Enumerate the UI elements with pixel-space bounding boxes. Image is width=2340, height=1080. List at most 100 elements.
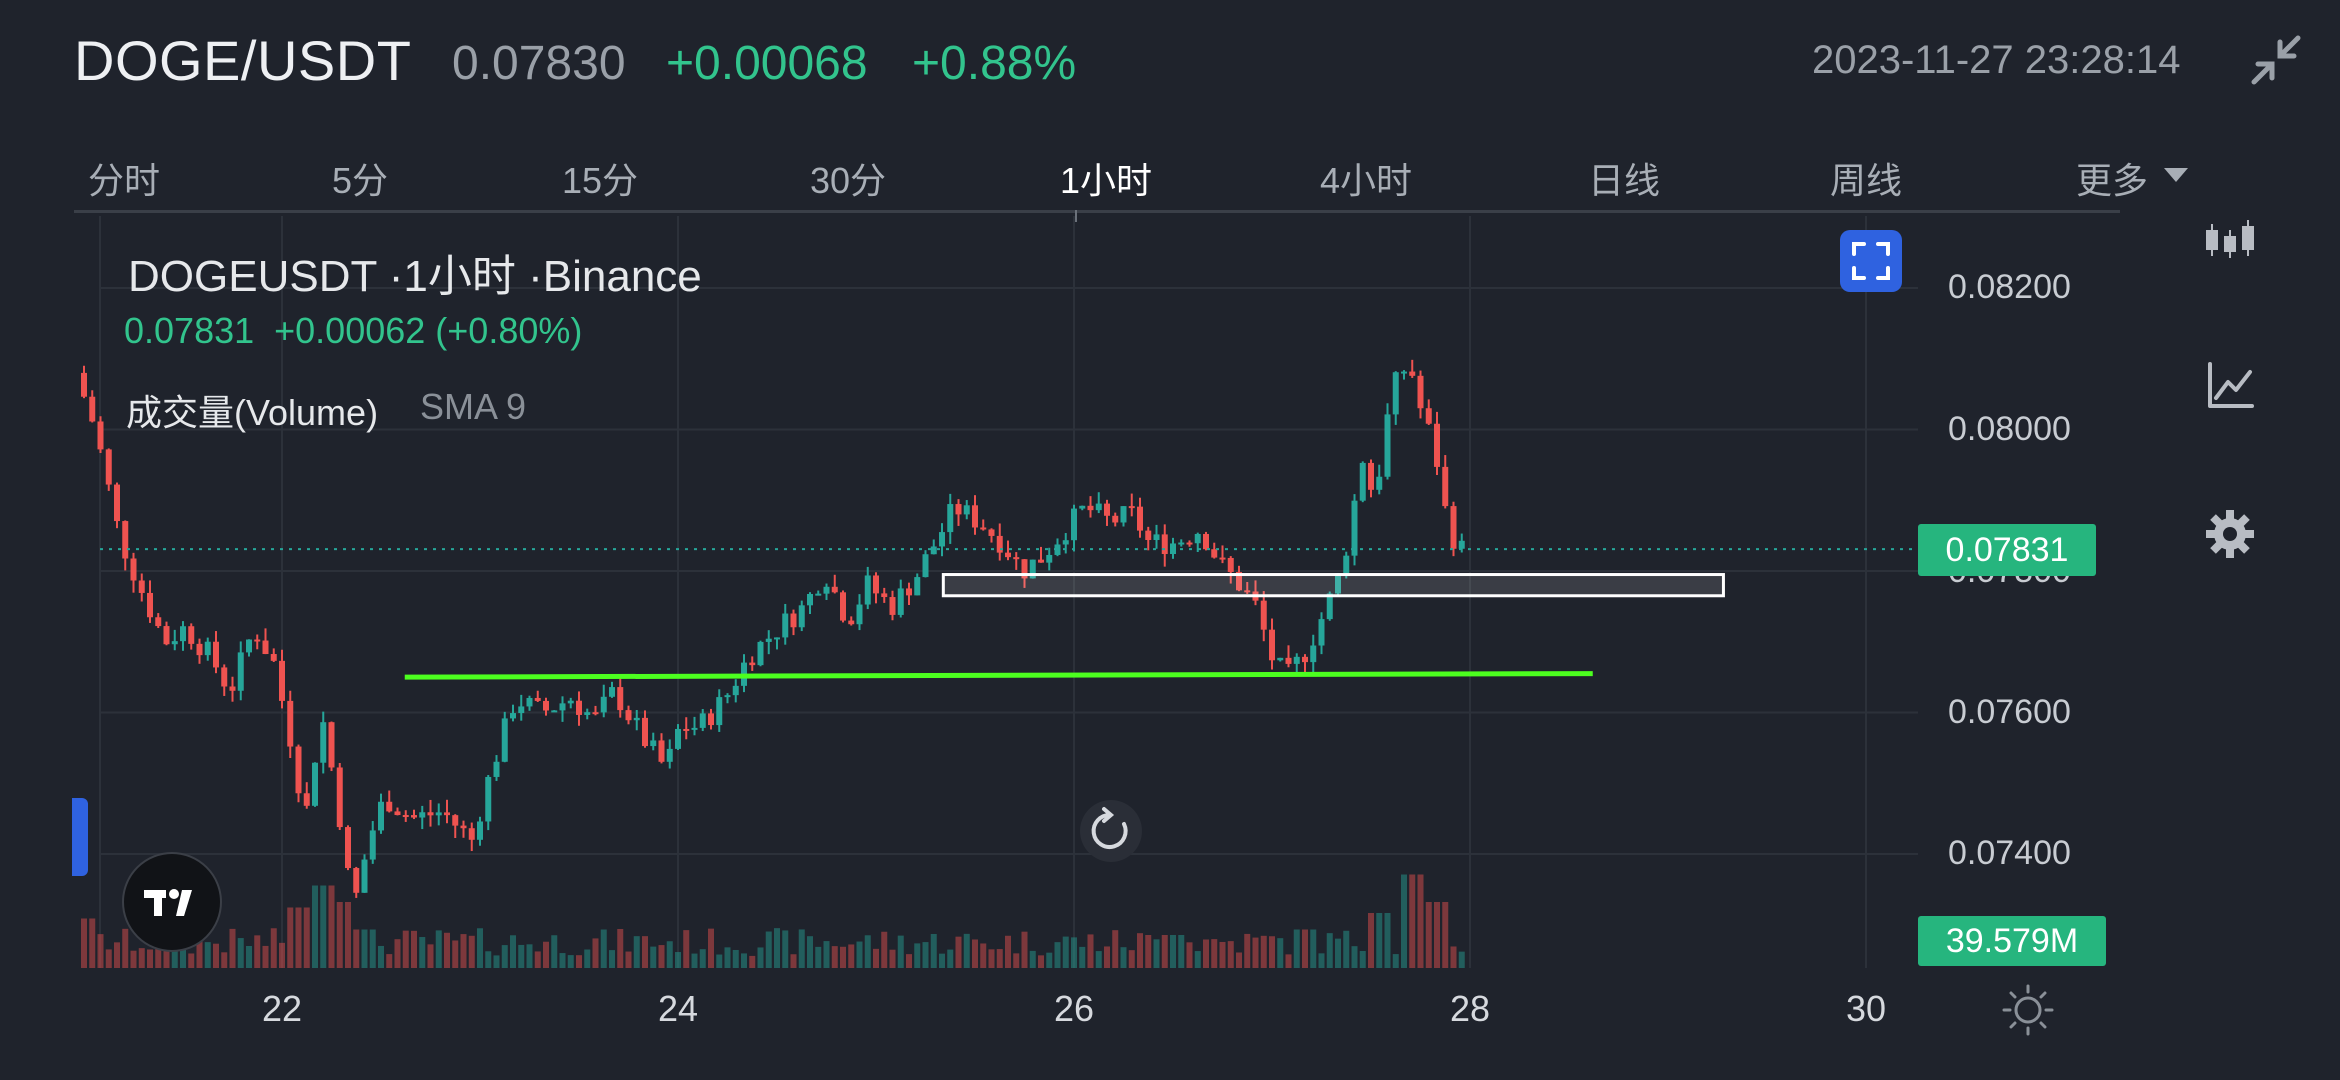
chevron-down-icon[interactable] — [2164, 168, 2188, 182]
fullscreen-icon[interactable] — [1840, 230, 1902, 292]
candle-up — [823, 586, 830, 594]
candle-up — [237, 652, 244, 691]
volume-bar — [873, 948, 879, 968]
volume-bar — [254, 935, 261, 968]
candle-down — [1219, 557, 1226, 560]
volume-bar — [980, 943, 987, 968]
volume-bar — [1145, 934, 1152, 968]
tab-30m[interactable]: 30分 — [810, 160, 887, 201]
tab-5m[interactable]: 5分 — [332, 160, 389, 201]
volume-bar — [897, 935, 904, 968]
reset-chart-icon[interactable] — [1080, 800, 1142, 862]
volume-bar — [724, 947, 731, 968]
candle-up — [716, 697, 723, 726]
volume-bar — [815, 946, 822, 968]
candle-down — [155, 617, 162, 627]
volume-bar — [1112, 930, 1119, 968]
candle-up — [782, 613, 789, 638]
volume-bar — [171, 949, 178, 968]
volume-bar — [1302, 929, 1308, 968]
volume-bar — [757, 947, 764, 968]
volume-bar — [312, 885, 318, 968]
volume-bar — [864, 935, 871, 968]
volume-bar — [1425, 902, 1432, 968]
gear-icon[interactable] — [2202, 506, 2258, 562]
candle-down — [708, 713, 714, 726]
candle-down — [452, 815, 459, 826]
volume-bar — [567, 955, 574, 968]
candle-down — [229, 686, 236, 691]
candle-down — [988, 529, 995, 536]
volume-bar — [1128, 950, 1135, 968]
tab-1h[interactable]: 1小时 — [1060, 160, 1153, 201]
candle-down — [254, 639, 261, 642]
candle-down — [345, 827, 351, 869]
candle-down — [287, 700, 294, 747]
tab-4h[interactable]: 4小时 — [1320, 160, 1413, 201]
volume-bar — [353, 929, 360, 968]
candle-down — [279, 660, 285, 701]
volume-bar — [501, 945, 508, 968]
price-change-percent: +0.88% — [912, 37, 1077, 90]
active-tab-indicator — [1075, 210, 1077, 222]
candle-down — [873, 575, 879, 594]
candle-down — [972, 505, 978, 528]
candle-down — [213, 641, 219, 668]
candles-icon[interactable] — [2202, 212, 2258, 268]
candle-up — [774, 637, 780, 640]
last-price-tag: 0.07831 — [1918, 524, 2096, 576]
candle-down — [617, 687, 624, 711]
volume-bar — [493, 955, 500, 968]
candle-down — [1128, 506, 1135, 509]
tab-weekly[interactable]: 周线 — [1830, 160, 1903, 201]
volume-bar — [510, 935, 516, 968]
collapse-arrows-icon[interactable] — [2250, 34, 2302, 86]
volume-bar — [881, 931, 888, 968]
candle-down — [468, 828, 475, 840]
volume-tag: 39.579M — [1918, 916, 2106, 966]
candle-up — [1401, 371, 1407, 374]
candle-down — [262, 640, 269, 655]
candle-up — [897, 588, 904, 615]
candle-up — [609, 687, 615, 697]
volume-bar — [650, 946, 657, 968]
resistance-box — [941, 573, 1725, 598]
volume-indicator-label[interactable]: 成交量(Volume) — [126, 392, 379, 433]
candle-down — [1368, 462, 1374, 490]
volume-bar — [369, 929, 376, 968]
candle-up — [922, 554, 929, 578]
tab-15m[interactable]: 15分 — [562, 160, 639, 201]
chart-title[interactable]: DOGEUSDT ·1小时 ·Binance — [128, 252, 702, 301]
x-tick-label: 28 — [1449, 988, 1491, 1029]
tradingview-logo-icon[interactable] — [122, 852, 222, 952]
tab-more[interactable]: 更多 — [2076, 160, 2149, 201]
candle-up — [914, 577, 921, 596]
tab-daily[interactable]: 日线 — [1588, 160, 1661, 201]
candlestick-chart[interactable] — [0, 216, 2340, 1080]
volume-bar — [122, 928, 129, 968]
tab-timeshare[interactable]: 分时 — [88, 160, 161, 201]
volume-bar — [543, 941, 549, 968]
volume-bar — [699, 949, 706, 968]
volume-bar — [130, 950, 137, 968]
volume-bar — [1046, 952, 1053, 968]
candle-up — [691, 727, 698, 730]
volume-bar — [848, 944, 855, 968]
volume-sma-label: SMA 9 — [420, 386, 527, 427]
volume-bar — [402, 930, 409, 968]
candle-down — [460, 825, 467, 829]
volume-bar — [138, 948, 145, 968]
candle-down — [163, 626, 170, 645]
candle-up — [856, 604, 863, 625]
candle-up — [1046, 554, 1053, 563]
candle-up — [732, 685, 739, 696]
volume-bar — [270, 928, 277, 968]
expand-panel-handle[interactable] — [72, 798, 88, 876]
candle-up — [312, 762, 318, 806]
candle-down — [1104, 503, 1110, 516]
sun-icon[interactable] — [2000, 982, 2056, 1038]
volume-bar — [617, 928, 624, 968]
pair-symbol[interactable]: DOGE/USDT — [74, 29, 412, 92]
line-chart-icon[interactable] — [2202, 358, 2258, 414]
candle-up — [650, 740, 657, 747]
